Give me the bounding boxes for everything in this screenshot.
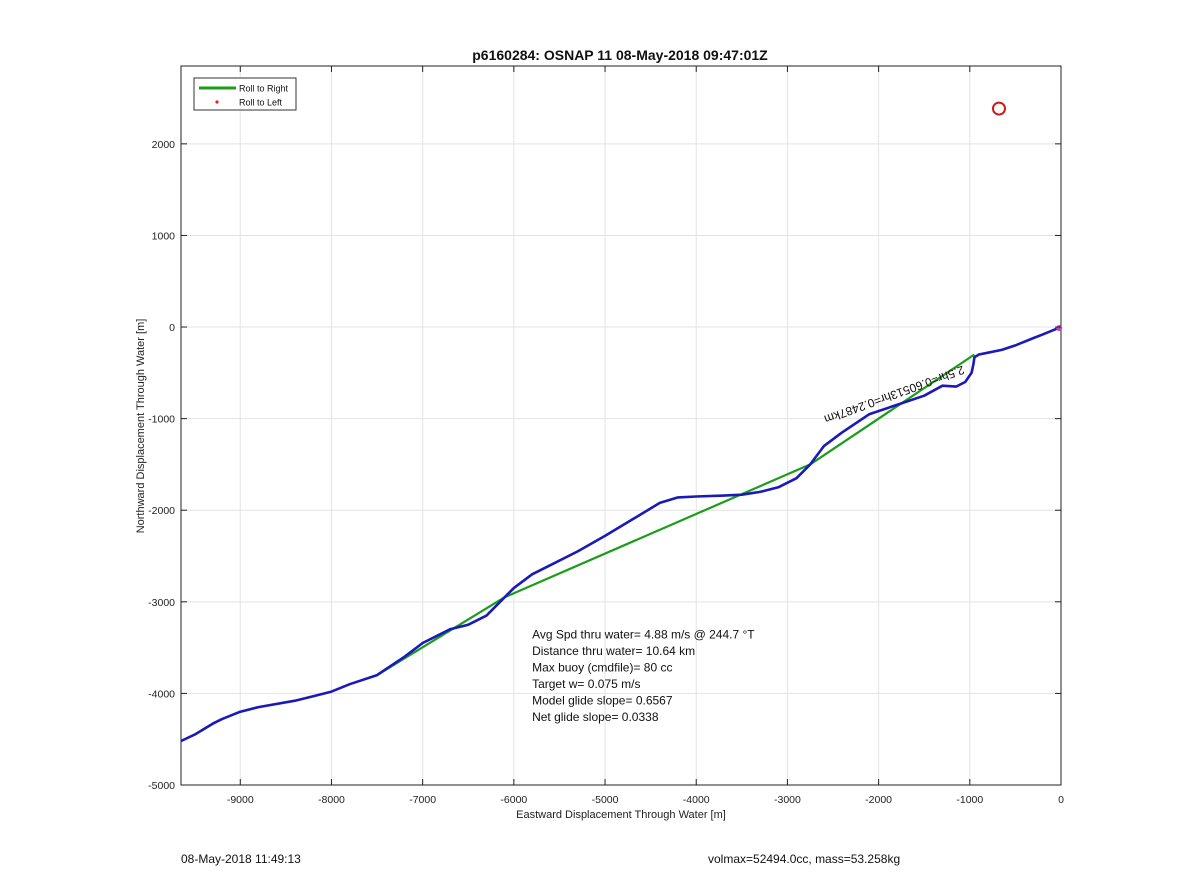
info-box: Avg Spd thru water= 4.88 m/s @ 244.7 °T D… xyxy=(532,627,755,724)
info-line-1: Distance thru water= 10.64 km xyxy=(532,644,695,658)
info-line-0: Avg Spd thru water= 4.88 m/s @ 244.7 °T xyxy=(532,627,755,641)
y-tick-label-1: -4000 xyxy=(148,688,175,700)
series-layer xyxy=(180,325,1062,743)
x-tick-label-6: -3000 xyxy=(774,794,801,806)
legend: Roll to Right Roll to Left xyxy=(193,77,297,111)
chart-title: p6160284: OSNAP 11 08-May-2018 09:47:01Z xyxy=(472,47,768,63)
x-tick-label-4: -5000 xyxy=(592,794,619,806)
footer-timestamp: 08-May-2018 11:49:13 xyxy=(181,852,301,866)
footer-volmax-mass: volmax=52494.0cc, mass=53.258kg xyxy=(708,852,901,866)
markers-layer xyxy=(991,101,1063,331)
series-line-1 xyxy=(376,353,976,677)
legend-box xyxy=(193,77,297,111)
y-tick-label-7: 2000 xyxy=(152,139,176,151)
info-line-2: Max buoy (cmdfile)= 80 cc xyxy=(532,660,672,674)
plot-frame xyxy=(180,65,1062,786)
y-tick-label-4: -1000 xyxy=(148,414,175,426)
y-tick-label-5: 0 xyxy=(169,322,175,334)
x-tick-label-0: -9000 xyxy=(227,794,254,806)
info-line-5: Net glide slope= 0.0338 xyxy=(532,710,659,724)
x-axis-label: Eastward Displacement Through Water [m] xyxy=(516,809,726,821)
y-tick-label-0: -5000 xyxy=(148,780,175,792)
y-tick-label-2: -3000 xyxy=(148,597,175,609)
series-line-0 xyxy=(180,325,1062,743)
x-tick-label-3: -6000 xyxy=(500,794,527,806)
legend-swatch-roll-left xyxy=(215,100,219,104)
x-tick-label-9: 0 xyxy=(1058,794,1064,806)
target-circle-marker xyxy=(991,101,1006,116)
start-point-marker-1 xyxy=(1056,324,1063,331)
info-line-3: Target w= 0.075 m/s xyxy=(532,677,640,691)
x-tick-label-8: -1000 xyxy=(956,794,983,806)
ticks-layer: -9000 -8000 -7000 -6000 -5000 -4000 -3000 -2000… xyxy=(148,66,1064,806)
x-tick-label-5: -4000 xyxy=(683,794,710,806)
track-annotation: 2.5hr=0.60513hr=0.2487km xyxy=(822,363,966,427)
y-tick-label-3: -2000 xyxy=(148,505,175,517)
legend-label-0: Roll to Right xyxy=(239,84,289,94)
x-tick-label-7: -2000 xyxy=(865,794,892,806)
y-tick-label-6: 1000 xyxy=(152,230,176,242)
y-axis-label: Northward Displacement Through Water [m] xyxy=(135,319,147,534)
x-tick-label-1: -8000 xyxy=(318,794,345,806)
legend-label-1: Roll to Left xyxy=(239,98,283,108)
info-line-4: Model glide slope= 0.6567 xyxy=(532,693,673,707)
x-tick-label-2: -7000 xyxy=(409,794,436,806)
